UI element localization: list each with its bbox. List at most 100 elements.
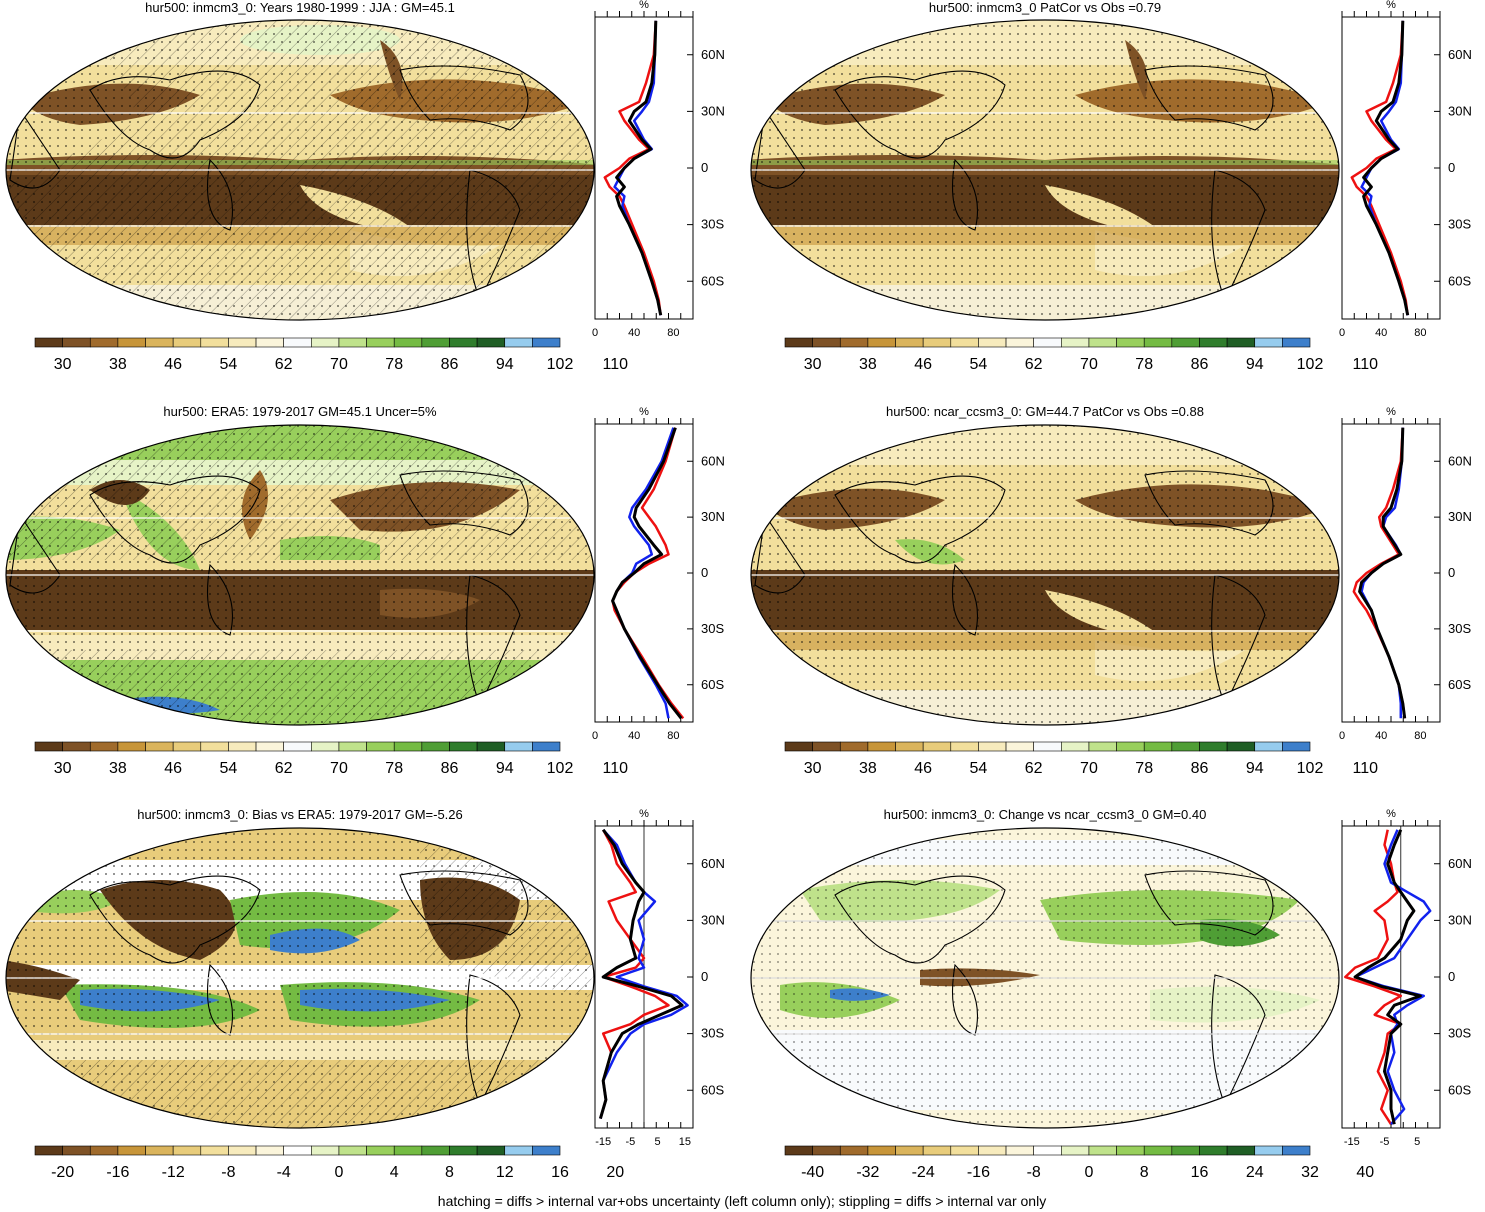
colorbars: 30 38 46 54 62 70 78 86 94 102 110 30 38 46 54 62 70 78 86… [34,337,1378,1181]
zonal-x-label: 0 [1339,730,1345,742]
zonal-x-label: 80 [1414,730,1426,742]
panel-a-map [6,20,594,320]
zonal-lat-label: 60S [1448,1082,1471,1097]
zonal-x-label: 40 [1375,327,1387,339]
zonal-series-black [611,427,683,720]
colorbar-swatch [1116,1145,1145,1156]
colorbar-swatch [1088,337,1117,348]
zonal-panel-1: 60N 30N 0 30S 60S 0 40 80% [1339,0,1472,339]
colorbar-label: 30 [54,760,72,777]
colorbar-swatch [1088,741,1117,752]
colorbar-swatch [1199,1145,1228,1156]
panel-e-map [6,828,594,1128]
zonal-x-label: -5 [1380,1136,1390,1148]
zonal-lat-label: 60S [701,273,724,288]
colorbar-label: 102 [1297,356,1324,373]
colorbar-swatch [1005,1145,1034,1156]
zonal-lat-label: 30N [701,509,725,524]
colorbar-swatch [1254,741,1283,752]
colorbar-swatch [449,1145,478,1156]
colorbar-5: -40 -32 -24 -16 -8 0 8 16 24 32 40 [784,1145,1374,1181]
zonal-lat-label: 60S [701,677,724,692]
colorbar-swatch [200,337,229,348]
colorbar-label: 46 [164,356,182,373]
colorbar-swatch [1171,337,1200,348]
zonal-unit: % [1386,0,1396,11]
colorbar-swatch [1226,741,1256,752]
zonal-series-black [1358,427,1407,719]
zonal-x-label: 80 [667,730,679,742]
colorbar-swatch [449,741,478,752]
panel-f: hur500: inmcm3_0: Change vs ncar_ccsm3_0… [750,807,1340,1129]
colorbar-label: 102 [1297,760,1324,777]
colorbar-swatch [311,741,340,752]
colorbar-label: 94 [1246,760,1264,777]
footnote: hatching = diffs > internal var+obs unce… [438,1193,1046,1209]
zonal-x-label: 5 [655,1136,661,1148]
colorbar-swatch [172,741,202,752]
colorbar-swatch [950,337,979,348]
zonal-unit: % [639,808,649,820]
colorbar-label: 110 [603,356,629,373]
zonal-x-label: -15 [1344,1136,1360,1148]
zonal-lat-label: 30N [701,103,725,118]
colorbar-swatch [421,337,450,348]
colorbar-swatch [89,741,119,752]
colorbar-swatch [504,1145,533,1156]
colorbar-swatch [476,741,506,752]
colorbar-swatch [812,337,841,348]
colorbar-swatch [172,337,202,348]
colorbar-label: 12 [496,1164,514,1181]
colorbar-2: 30 38 46 54 62 70 78 86 94 102 110 [34,741,628,777]
colorbar-swatch [1033,741,1062,752]
colorbar-swatch [1061,1145,1090,1156]
zonal-lat-label: 30S [1448,1026,1471,1041]
zonal-lat-label: 60N [1448,453,1472,468]
colorbar-swatch [145,337,174,348]
colorbar-label: 40 [1356,1164,1374,1181]
colorbar-swatch [839,741,869,752]
colorbar-swatch [34,337,63,348]
colorbar-swatch [283,1145,312,1156]
colorbar-swatch [922,1145,952,1156]
colorbar-swatch [338,337,367,348]
colorbar-swatch [922,337,952,348]
zonal-unit: % [639,406,649,418]
colorbar-swatch [1199,741,1228,752]
panel-a-title: hur500: inmcm3_0: Years 1980-1999 : JJA … [145,0,455,15]
colorbar-swatch [311,1145,340,1156]
colorbar-label: 30 [804,356,822,373]
zonal-lat-label: 30S [701,217,724,232]
colorbar-swatch [532,1145,561,1156]
colorbar-swatch [784,337,813,348]
zonal-frame [1341,423,1441,723]
colorbar-swatch [895,1145,924,1156]
colorbar-swatch [950,1145,979,1156]
zonal-lat-label: 30S [701,621,724,636]
zonal-lat-label: 0 [701,565,708,580]
colorbar-label: 54 [970,760,988,777]
colorbar-swatch [1143,1145,1173,1156]
zonal-panel-2: 60N 30N 0 30S 60S 0 40 80% [592,406,725,742]
colorbar-swatch [978,1145,1007,1156]
colorbar-0: 30 38 46 54 62 70 78 86 94 102 110 [34,337,629,373]
colorbar-label: 46 [164,760,182,777]
zonal-x-label: 15 [679,1136,691,1148]
zonal-series-blue [611,427,675,719]
colorbar-swatch [895,741,924,752]
colorbar-label: 94 [496,760,514,777]
zonal-x-label: -15 [595,1136,611,1148]
colorbar-label: 20 [606,1164,624,1181]
colorbar-swatch [1282,337,1311,348]
colorbar-swatch [867,741,896,752]
colorbar-swatch [62,741,91,752]
colorbar-swatch [1282,1145,1311,1156]
colorbar-label: 62 [275,760,293,777]
colorbar-swatch [476,337,506,348]
colorbar-swatch [393,741,423,752]
colorbar-swatch [255,337,284,348]
zonal-lat-label: 60N [701,856,725,871]
colorbar-swatch [366,1145,395,1156]
colorbar-swatch [1143,741,1173,752]
colorbar-label: 0 [334,1164,343,1181]
